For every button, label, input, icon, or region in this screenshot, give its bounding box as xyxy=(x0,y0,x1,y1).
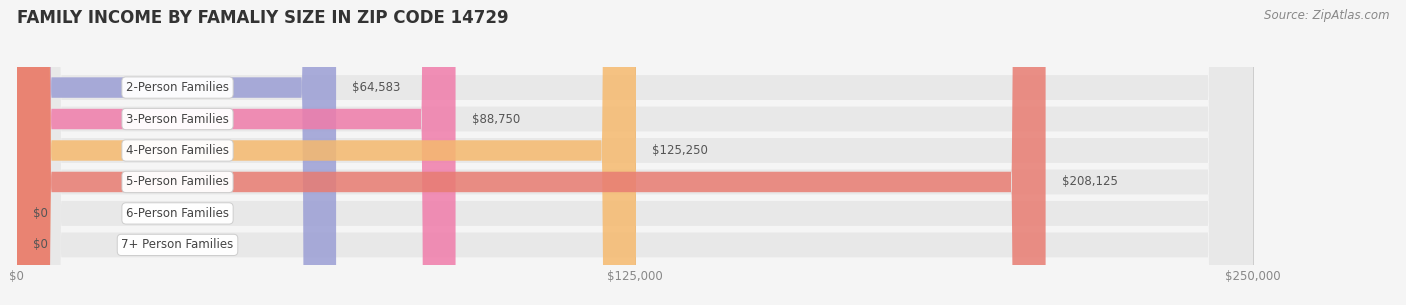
FancyBboxPatch shape xyxy=(17,0,1253,305)
FancyBboxPatch shape xyxy=(17,0,1253,305)
FancyBboxPatch shape xyxy=(17,0,1253,305)
Text: $0: $0 xyxy=(32,207,48,220)
FancyBboxPatch shape xyxy=(17,0,1046,305)
Text: $125,250: $125,250 xyxy=(652,144,707,157)
FancyBboxPatch shape xyxy=(17,0,636,305)
Text: FAMILY INCOME BY FAMALIY SIZE IN ZIP CODE 14729: FAMILY INCOME BY FAMALIY SIZE IN ZIP COD… xyxy=(17,9,509,27)
FancyBboxPatch shape xyxy=(17,0,456,305)
FancyBboxPatch shape xyxy=(17,0,336,305)
Text: $208,125: $208,125 xyxy=(1062,175,1118,188)
Text: 2-Person Families: 2-Person Families xyxy=(127,81,229,94)
FancyBboxPatch shape xyxy=(17,0,1253,305)
Text: 7+ Person Families: 7+ Person Families xyxy=(121,239,233,251)
Text: 4-Person Families: 4-Person Families xyxy=(127,144,229,157)
Text: $0: $0 xyxy=(32,239,48,251)
Text: 3-Person Families: 3-Person Families xyxy=(127,113,229,126)
FancyBboxPatch shape xyxy=(17,0,1253,305)
Text: $64,583: $64,583 xyxy=(352,81,401,94)
Text: 5-Person Families: 5-Person Families xyxy=(127,175,229,188)
Text: $88,750: $88,750 xyxy=(471,113,520,126)
Text: 6-Person Families: 6-Person Families xyxy=(127,207,229,220)
FancyBboxPatch shape xyxy=(17,0,1253,305)
Text: Source: ZipAtlas.com: Source: ZipAtlas.com xyxy=(1264,9,1389,22)
